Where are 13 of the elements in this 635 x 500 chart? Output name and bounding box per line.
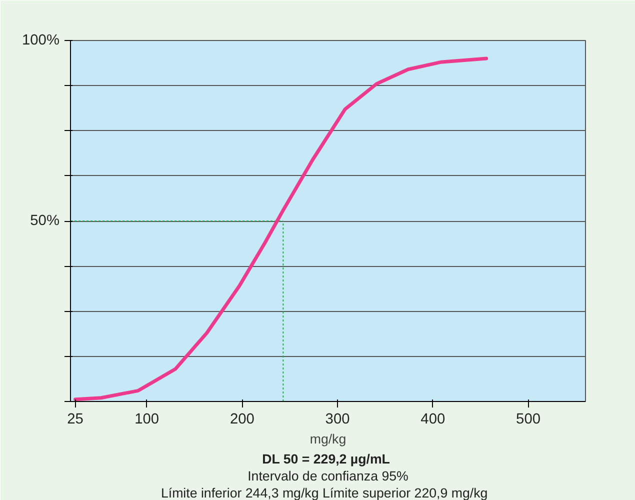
x-tick-label: 100 <box>134 412 160 428</box>
x-tick-label: 25 <box>67 412 84 428</box>
x-axis-title: mg/kg <box>310 432 346 446</box>
y-tick-label: 50% <box>30 213 60 229</box>
text: DL 50 = 229,2 µg/mL <box>262 452 390 466</box>
x-tick-label: 400 <box>420 412 446 428</box>
x-tick-label: 300 <box>325 412 350 428</box>
line-series <box>74 56 488 402</box>
y-tick-label: 100% <box>22 32 60 48</box>
text: Intervalo de confianza 95% <box>248 468 409 484</box>
x-tick-label: 200 <box>230 412 254 428</box>
x-tick-label: 500 <box>516 412 541 428</box>
text: Límite inferior 244,3 mg/kg Límite superior 220,9 mg/kg <box>160 486 488 500</box>
